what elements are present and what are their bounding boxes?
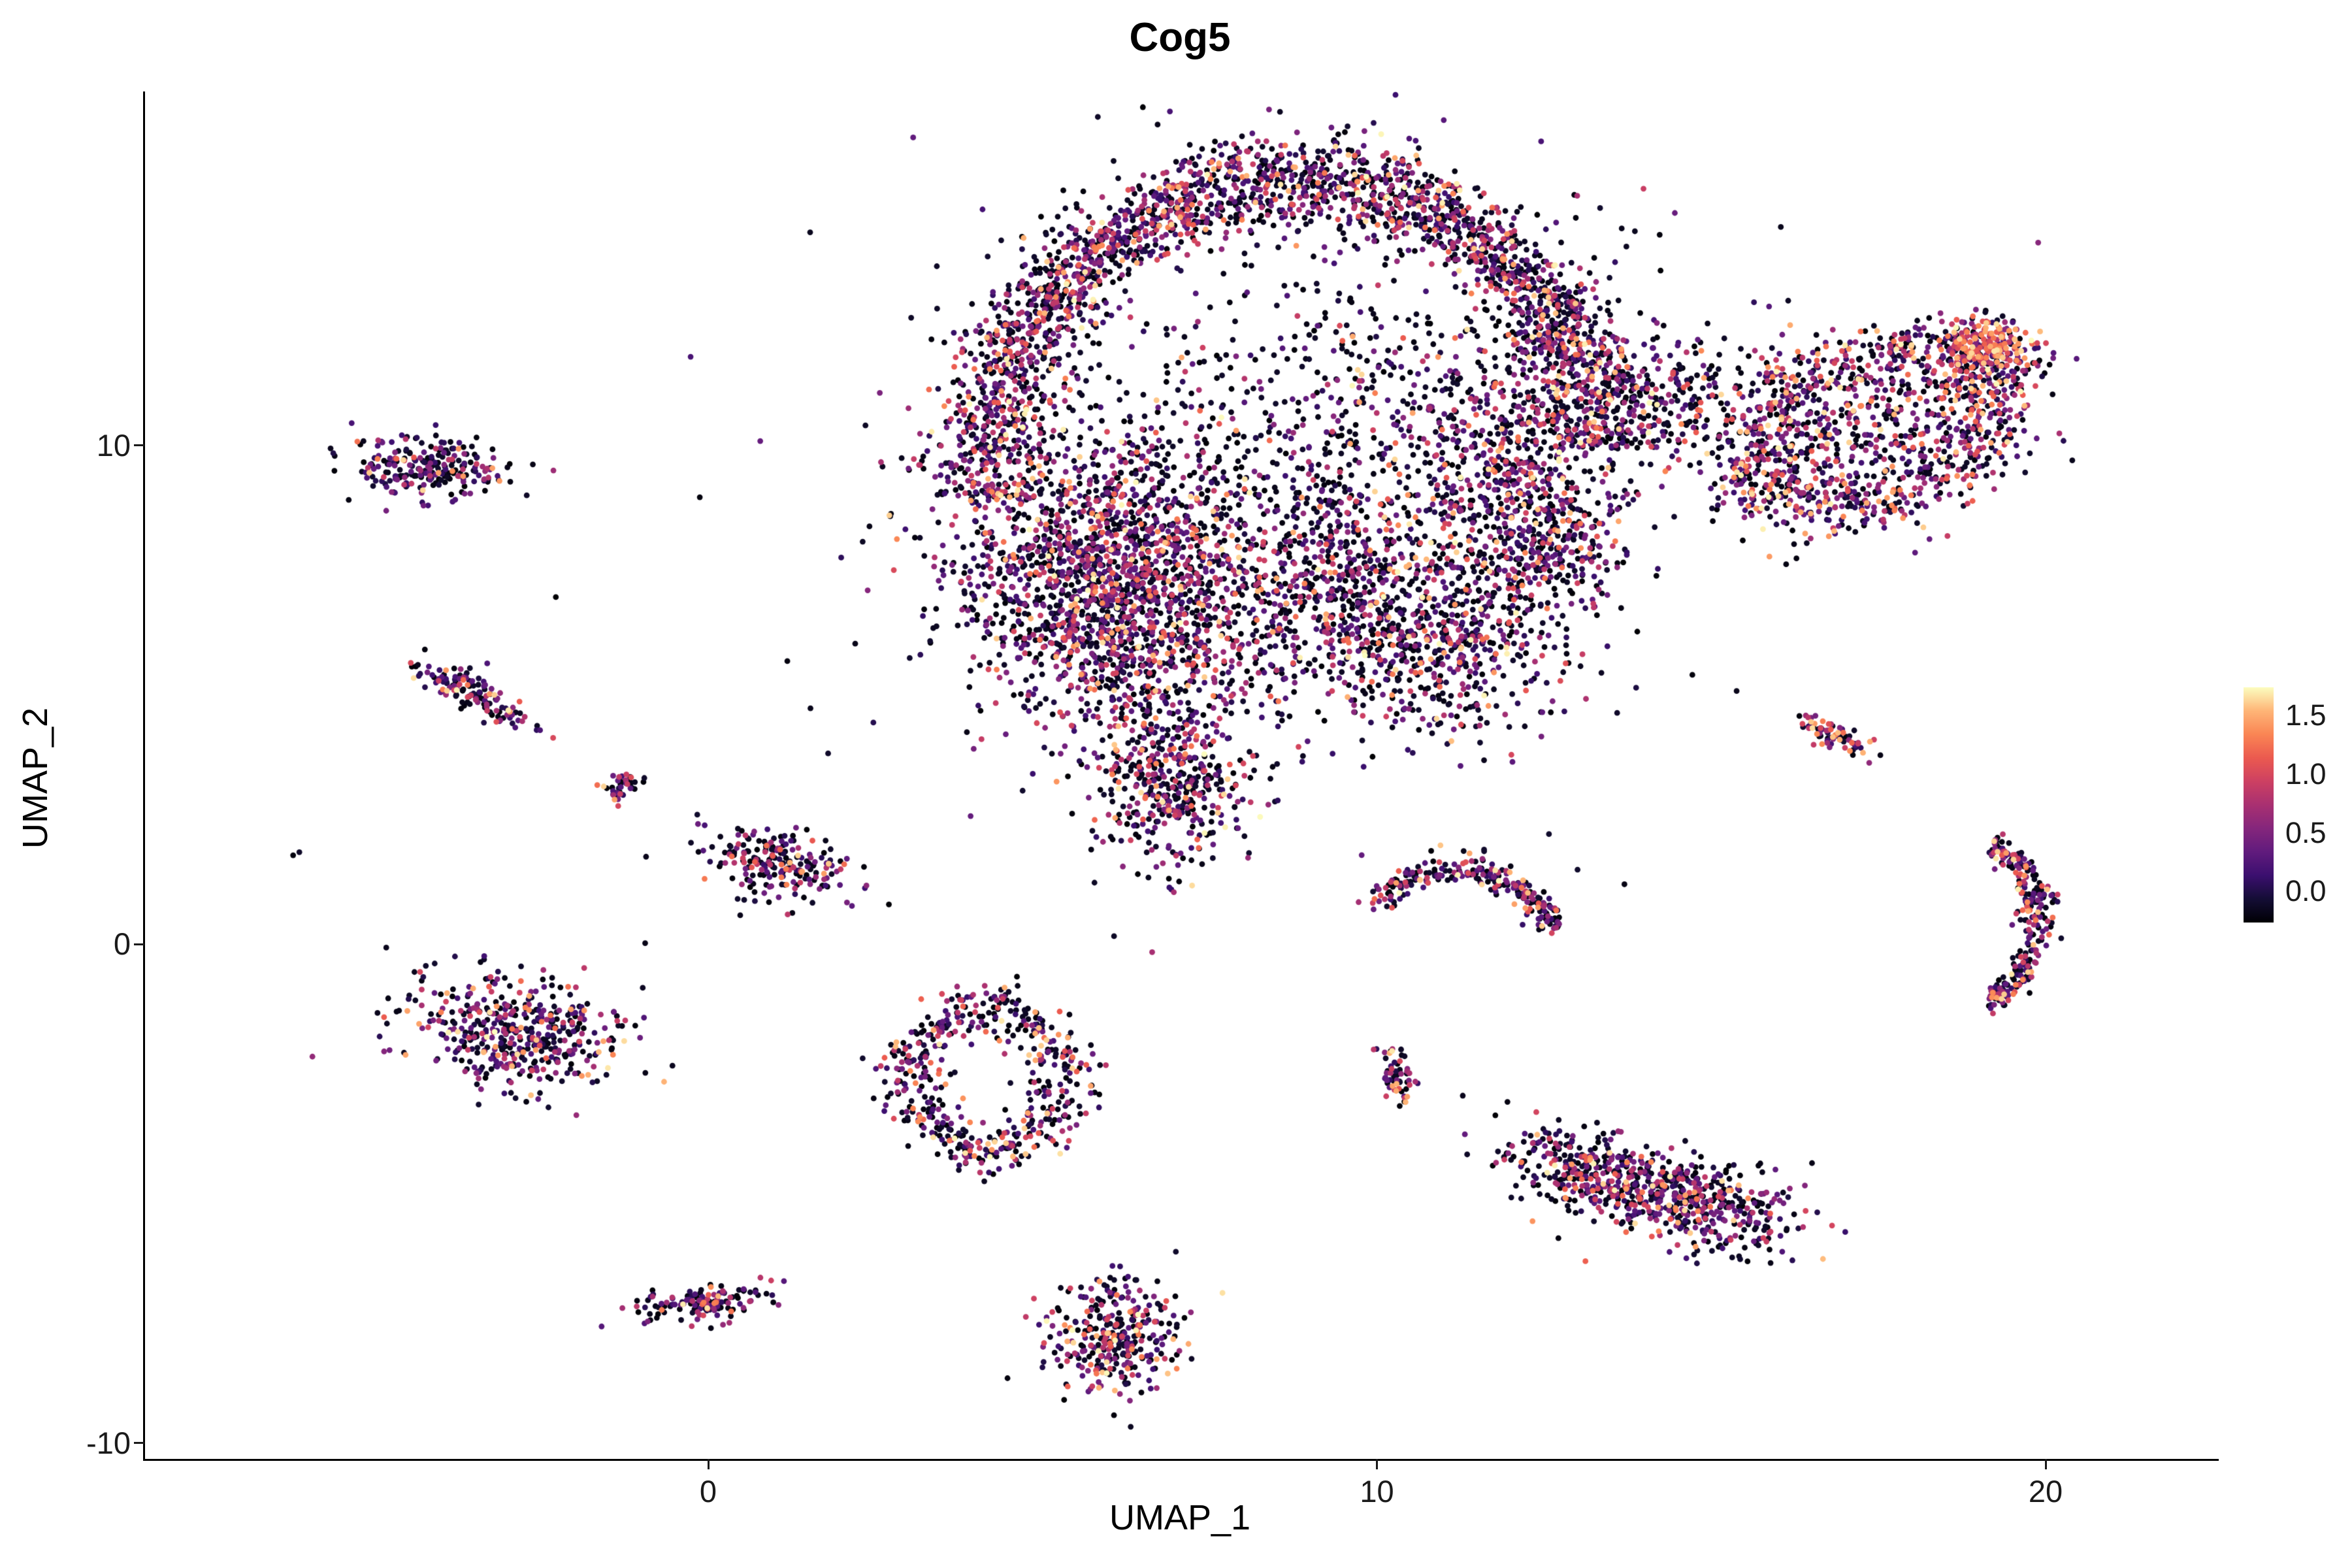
x-tick-mark: [1376, 1459, 1378, 1469]
colorbar-tick-label: 0.5: [2285, 815, 2327, 849]
y-tick-mark: [134, 1442, 144, 1444]
colorbar-tick-label: 1.5: [2285, 698, 2327, 732]
y-tick-mark: [134, 444, 144, 446]
y-tick-label: 0: [113, 926, 131, 961]
x-tick-label: 20: [2028, 1474, 2063, 1509]
y-axis-title: UMAP_2: [16, 707, 55, 849]
x-tick-mark: [2044, 1459, 2047, 1469]
colorbar-gradient: [2244, 687, 2274, 923]
x-tick-label: 10: [1360, 1474, 1394, 1509]
x-axis-line: [143, 1459, 2219, 1461]
colorbar-tick-label: 0.0: [2285, 874, 2327, 908]
y-tick-label: -10: [86, 1425, 131, 1460]
x-tick-label: 0: [699, 1474, 717, 1509]
y-axis-line: [143, 91, 145, 1461]
colorbar-tick-label: 1.0: [2285, 757, 2327, 791]
y-tick-mark: [134, 943, 144, 945]
y-tick-label: 10: [96, 427, 131, 463]
x-axis-title: UMAP_1: [1109, 1498, 1251, 1537]
x-tick-mark: [707, 1459, 710, 1469]
